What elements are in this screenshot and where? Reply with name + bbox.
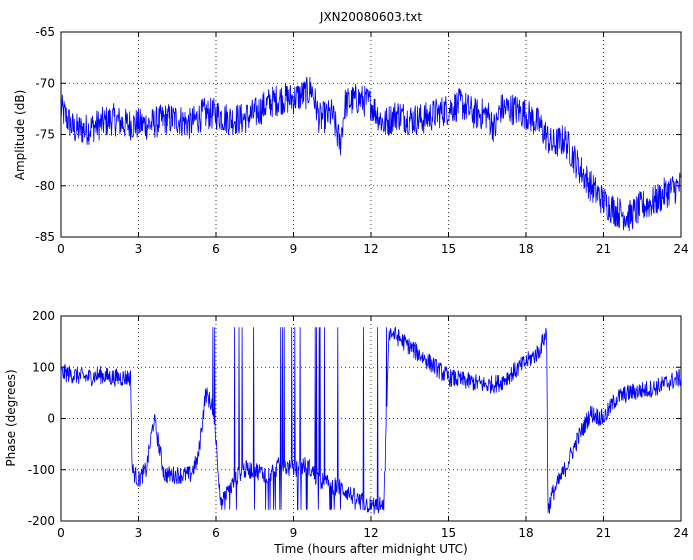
amplitude-x-tick-label: 24	[673, 242, 688, 256]
amplitude-x-tick-label: 6	[212, 242, 220, 256]
amplitude-ticks	[60, 31, 682, 238]
phase-x-tick-label: 9	[290, 526, 298, 540]
phase-grid	[61, 316, 681, 521]
phase-y-tick-label: 100	[32, 360, 55, 374]
amplitude-series-line	[60, 76, 682, 232]
amplitude-x-tick-label: 12	[363, 242, 378, 256]
phase-x-tick-label: 12	[363, 526, 378, 540]
phase-series-line	[60, 326, 682, 515]
amplitude-y-tick-label: -70	[35, 76, 55, 90]
phase-y-tick-label: -200	[28, 514, 55, 528]
amplitude-y-tick-label: -85	[35, 230, 55, 244]
amplitude-panel: 0 3 6 9 12 15 18 21 24 -85 -80 -75 -70 -65 Amplitude…	[13, 25, 689, 256]
phase-y-axis-label: Phase (degrees)	[4, 369, 18, 466]
amplitude-x-tick-labels: 0 3 6 9 12 15 18 21 24	[57, 242, 688, 256]
phase-y-tick-label: 0	[47, 412, 55, 426]
phase-x-tick-label: 21	[596, 526, 611, 540]
amplitude-x-tick-label: 18	[518, 242, 533, 256]
phase-x-tick-label: 0	[57, 526, 65, 540]
amplitude-x-tick-label: 0	[57, 242, 65, 256]
chart-title: JXN20080603.txt	[319, 10, 422, 24]
phase-y-tick-labels: -200 -100 0 100 200	[28, 309, 55, 528]
amplitude-y-axis-label: Amplitude (dB)	[13, 90, 27, 181]
phase-series-layer	[60, 326, 682, 515]
amplitude-y-tick-label: -75	[35, 128, 55, 142]
amplitude-y-tick-label: -80	[35, 179, 55, 193]
phase-x-tick-label: 3	[135, 526, 143, 540]
phase-y-tick-label: -100	[28, 463, 55, 477]
phase-panel: 0 3 6 9 12 15 18 21 24 -200 -100 0 100 200 Phase (de…	[4, 309, 689, 556]
phase-x-tick-label: 24	[673, 526, 688, 540]
amplitude-x-tick-label: 21	[596, 242, 611, 256]
amplitude-y-tick-labels: -85 -80 -75 -70 -65	[35, 25, 55, 244]
amplitude-x-tick-label: 15	[441, 242, 456, 256]
amplitude-x-tick-label: 3	[135, 242, 143, 256]
phase-x-tick-label: 15	[441, 526, 456, 540]
amplitude-series-layer	[60, 76, 682, 232]
phase-x-tick-label: 6	[212, 526, 220, 540]
phase-x-axis-label: Time (hours after midnight UTC)	[273, 542, 467, 556]
amplitude-grid	[61, 32, 681, 237]
phase-x-tick-labels: 0 3 6 9 12 15 18 21 24	[57, 526, 688, 540]
phase-ticks	[60, 315, 682, 522]
phase-y-tick-label: 200	[32, 309, 55, 323]
amplitude-x-tick-label: 9	[290, 242, 298, 256]
phase-x-tick-label: 18	[518, 526, 533, 540]
amplitude-y-tick-label: -65	[35, 25, 55, 39]
